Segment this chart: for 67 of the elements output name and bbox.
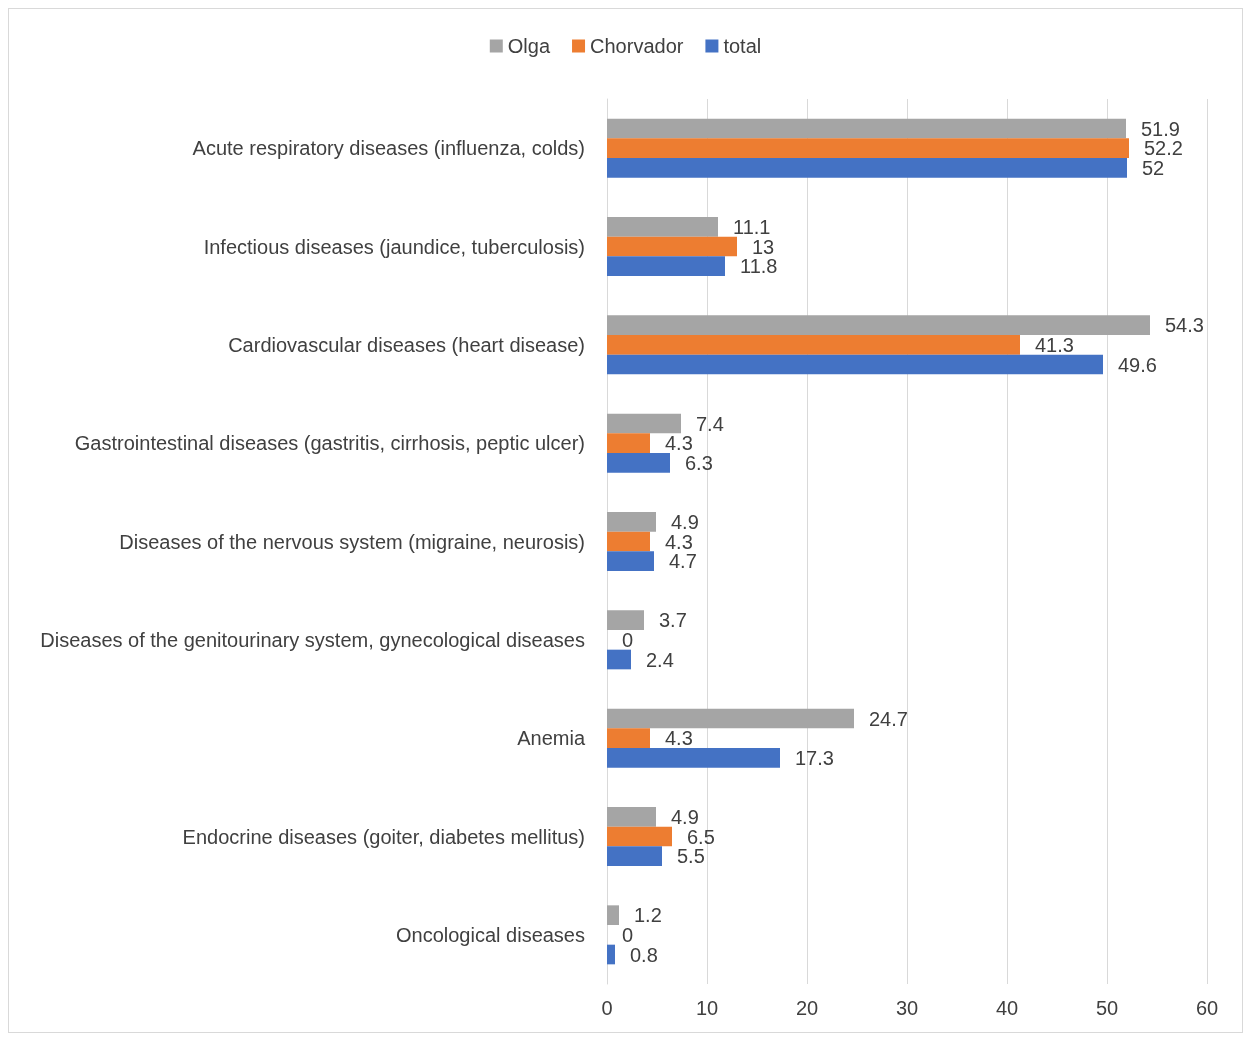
data-label: 4.9 (671, 805, 699, 828)
bar (607, 905, 619, 925)
data-label: 2.4 (646, 648, 674, 671)
data-label: 4.9 (671, 510, 699, 533)
x-tick-label: 60 (1195, 997, 1219, 1019)
data-label: 1.2 (634, 904, 662, 927)
y-tick-label: Anemia (517, 727, 586, 750)
data-label: 0.8 (630, 943, 658, 966)
bar (607, 453, 670, 473)
data-label: 54.3 (1165, 314, 1204, 337)
data-label: 11.1 (733, 215, 771, 238)
data-label: 51.9 (1141, 117, 1180, 140)
y-tick-label: Gastrointestinal diseases (gastritis, cirrhosis, peptic ulcer) (74, 432, 585, 455)
bar (607, 846, 662, 866)
bar (607, 256, 725, 276)
y-tick-label: Cardiovascular diseases (heart disease) (228, 333, 585, 356)
bar (607, 118, 1126, 139)
data-label: 5.5 (677, 845, 705, 868)
data-label: 7.4 (696, 412, 724, 435)
legend-label: Olga (507, 35, 551, 57)
data-label: 3.7 (659, 609, 687, 632)
bar (607, 217, 718, 237)
bar (607, 531, 650, 552)
legend-label: Chorvador (590, 35, 684, 57)
x-tick-label: 50 (1095, 997, 1119, 1019)
data-label: 13 (752, 235, 775, 258)
y-tick-label: Diseases of the genitourinary system, gynecological diseases (40, 628, 585, 651)
y-tick-label: Diseases of the nervous system (migraine, neurosis) (119, 530, 585, 553)
bar (607, 649, 631, 670)
bar (607, 728, 650, 748)
bar (607, 315, 1150, 335)
y-tick-label: Endocrine diseases (goiter, diabetes mellitus) (182, 825, 585, 848)
data-label: 4.3 (665, 530, 693, 553)
data-label: 17.3 (795, 746, 834, 769)
bar (607, 944, 615, 965)
y-tick-label: Acute respiratory diseases (influenza, colds) (192, 137, 585, 160)
bar (607, 512, 656, 532)
y-tick-label: Infectious diseases (jaundice, tuberculosis) (203, 235, 585, 258)
data-label: 49.6 (1118, 353, 1157, 376)
bar (607, 807, 656, 827)
bar (607, 610, 644, 630)
bar (607, 708, 854, 729)
data-label: 11.8 (740, 255, 778, 278)
bar (607, 748, 780, 768)
data-label: 0 (622, 923, 634, 946)
bar (607, 551, 654, 571)
data-label: 4.7 (669, 550, 697, 573)
bar (607, 138, 1129, 158)
data-label: 24.7 (869, 707, 908, 730)
bar (607, 354, 1103, 375)
bar (607, 236, 737, 257)
bar (607, 826, 672, 847)
data-label: 0 (622, 628, 634, 651)
y-tick-label: Oncological diseases (396, 923, 585, 946)
data-label: 6.5 (687, 825, 715, 848)
legend-label: total (723, 35, 762, 57)
bar (607, 433, 650, 453)
bar (607, 335, 1020, 355)
data-label: 4.3 (665, 727, 693, 750)
x-tick-label: 10 (695, 997, 719, 1019)
bar (607, 413, 681, 434)
x-tick-label: 30 (895, 997, 919, 1019)
x-tick-label: 20 (795, 997, 819, 1019)
bar (607, 158, 1127, 178)
data-label: 41.3 (1035, 333, 1074, 356)
x-tick-label: 0 (601, 997, 613, 1019)
x-tick-label: 40 (995, 997, 1019, 1019)
